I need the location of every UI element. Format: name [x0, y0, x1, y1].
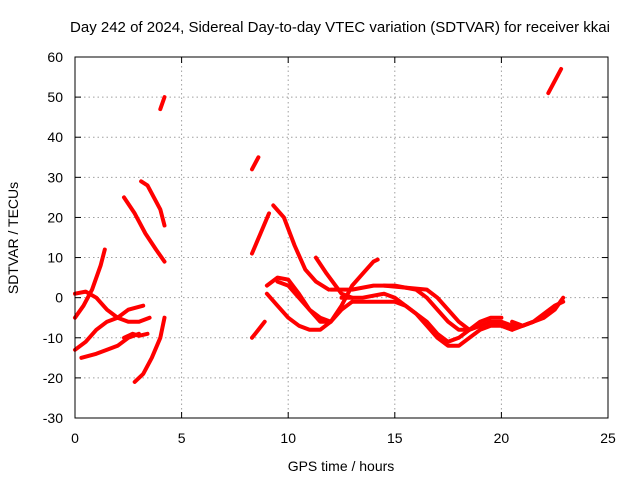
series-arc-16 [275, 279, 333, 324]
y-tick-label: -20 [43, 370, 63, 386]
y-tick-label: 60 [47, 49, 63, 65]
series-arc-12 [250, 319, 267, 340]
series-arc-20 [350, 299, 504, 344]
series-arc-19 [339, 291, 515, 348]
y-tick-label: 50 [47, 89, 63, 105]
series-arc-15 [264, 291, 355, 332]
series-layer [73, 67, 566, 384]
series-arc-07 [122, 195, 167, 264]
series-arc-24 [546, 67, 564, 96]
x-tick-label: 20 [494, 430, 510, 446]
x-axis-label: GPS time / hours [288, 458, 395, 474]
series-arc-05 [122, 331, 150, 340]
x-tick-label: 25 [600, 430, 616, 446]
tick-layer: 0 5 10 15 20 25 -30 -20 -10 0 10 20 30 40 50 60 [43, 49, 616, 446]
y-tick-label: -30 [43, 410, 63, 426]
x-tick-label: 5 [178, 430, 186, 446]
series-arc-21 [382, 283, 483, 332]
series-arc-06 [132, 315, 167, 384]
series-arc-13 [271, 203, 331, 292]
chart-title: Day 242 of 2024, Sidereal Day-to-day VTE… [70, 19, 610, 36]
series-arc-02 [73, 289, 152, 324]
series-arc-09 [158, 95, 167, 112]
x-tick-label: 0 [71, 430, 79, 446]
series-arc-11 [250, 211, 271, 256]
grid-layer [75, 57, 608, 418]
y-tick-label: 10 [47, 250, 63, 266]
y-tick-label: 0 [55, 290, 63, 306]
y-tick-label: -10 [43, 330, 63, 346]
plot-frame [74, 56, 609, 419]
series-arc-08 [139, 179, 167, 228]
series-arc-03 [73, 303, 146, 352]
y-tick-label: 40 [47, 129, 63, 145]
series-arc-01 [73, 247, 107, 320]
y-tick-label: 30 [47, 169, 63, 185]
y-tick-label: 20 [47, 209, 63, 225]
series-arc-10 [250, 155, 261, 172]
y-axis-label: SDTVAR / TECUs [5, 182, 21, 294]
x-tick-label: 10 [280, 430, 296, 446]
series-arc-23 [510, 299, 566, 328]
x-tick-label: 15 [387, 430, 403, 446]
